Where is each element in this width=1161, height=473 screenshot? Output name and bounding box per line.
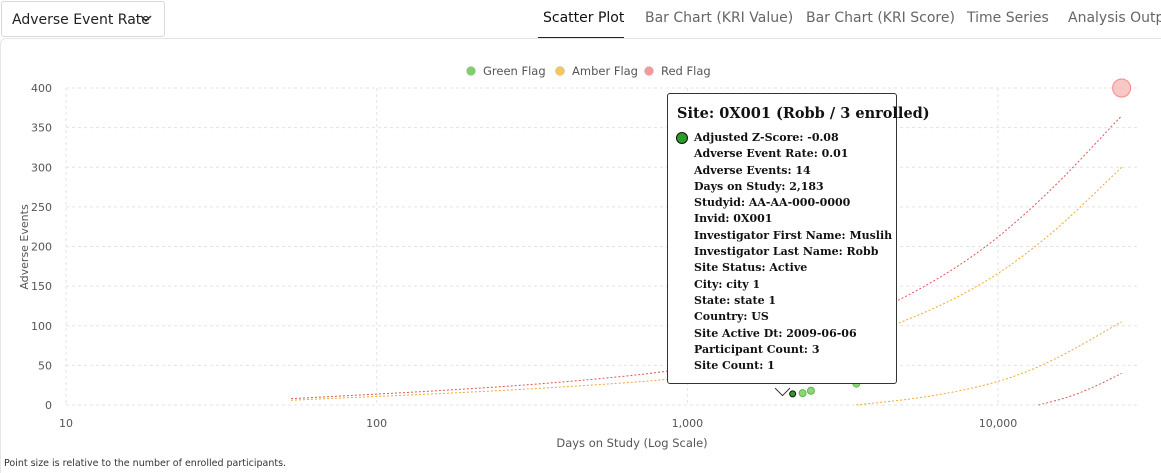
site-tooltip: Site: 0X001 (Robb / 3 enrolled) Adjusted…	[667, 93, 930, 384]
tooltip-line: Site Active Dt: 2009-06-06	[694, 326, 857, 340]
y-tick-label: 50	[38, 359, 52, 372]
y-tick-label: 350	[31, 122, 52, 135]
tooltip-details: Adjusted Z-Score: -0.08 Adverse Event Rat…	[694, 130, 892, 374]
legend-marker-green-flag	[466, 66, 476, 76]
threshold-lines	[290, 115, 1122, 406]
x-tick-label: 10,000	[979, 417, 1018, 430]
legend-label: Amber Flag	[572, 64, 638, 78]
red-threshold-line	[290, 115, 1122, 400]
tooltip-line: Studyid: AA-AA-000-0000	[694, 196, 851, 210]
green-flag-point	[789, 390, 797, 398]
x-tick-label: 10	[59, 417, 73, 430]
legend-label: Red Flag	[661, 64, 711, 78]
y-axis-label: Adverse Events	[18, 204, 31, 290]
tooltip-title: Site: 0X001 (Robb / 3 enrolled)	[677, 105, 930, 122]
y-tick-label: 300	[31, 161, 52, 174]
red-threshold-line	[1038, 372, 1122, 406]
tooltip-flag-dot	[676, 132, 688, 144]
tooltip-line: State: state 1	[694, 293, 777, 307]
tooltip-line: Site Status: Active	[694, 261, 808, 275]
metric-select-value: Adverse Event Rate	[12, 12, 150, 28]
tooltip-line: Days on Study: 2,183	[694, 179, 824, 193]
y-tick-label: 150	[31, 280, 52, 293]
tooltip-line: Participant Count: 3	[694, 342, 820, 356]
y-tick-label: 250	[31, 201, 52, 214]
metric-select[interactable]: Adverse Event Rate	[1, 1, 165, 37]
legend-label: Green Flag	[483, 64, 546, 78]
y-tick-label: 200	[31, 241, 52, 254]
tooltip-line: Investigator Last Name: Robb	[694, 245, 879, 259]
tab-time-series[interactable]: Time Series	[967, 10, 1049, 26]
tooltip-line: Adjusted Z-Score: -0.08	[694, 131, 839, 144]
x-tick-label: 1,000	[672, 417, 704, 430]
y-tick-label: 400	[31, 82, 52, 95]
red-flag-point	[1112, 78, 1132, 98]
tooltip-line: Country: US	[694, 310, 769, 324]
tab-scatter-plot[interactable]: Scatter Plot	[543, 10, 625, 26]
tooltip-line: Investigator First Name: Muslih	[694, 228, 893, 242]
legend-marker-amber-flag	[555, 66, 565, 76]
chart-panel	[0, 38, 1161, 473]
tooltip-line: Adverse Event Rate: 0.01	[694, 147, 849, 161]
green-flag-point	[798, 389, 807, 398]
chart-legend: Green Flag Amber Flag Red Flag	[466, 64, 711, 78]
tooltip-line: City: city 1	[694, 277, 761, 291]
tab-bar-chart-kri-score[interactable]: Bar Chart (KRI Score)	[806, 10, 955, 26]
tooltip-line: Adverse Events: 14	[694, 163, 811, 177]
amber-threshold-line	[290, 166, 1122, 401]
amber-threshold-line	[856, 321, 1122, 406]
tooltip-line: Invid: 0X001	[694, 212, 773, 226]
x-axis-label: Days on Study (Log Scale)	[556, 436, 707, 450]
legend-marker-red-flag	[644, 66, 654, 76]
chart-axes: 0 50 100 150 200 250 300 350 400 10 100 1,000 10,000	[31, 82, 1140, 430]
chevron-down-icon	[140, 15, 152, 23]
y-tick-label: 0	[45, 399, 52, 412]
chart-grid	[65, 87, 1140, 406]
y-tick-label: 100	[31, 320, 52, 333]
tab-analysis-output[interactable]: Analysis Output	[1068, 10, 1161, 26]
green-flag-point	[806, 386, 815, 395]
tooltip-line: Site Count: 1	[694, 359, 775, 373]
top-bar: Adverse Event Rate Scatter Plot Bar Char…	[0, 0, 1161, 40]
tab-bar-chart-kri-value[interactable]: Bar Chart (KRI Value)	[645, 10, 794, 26]
footnote: Point size is relative to the number of …	[4, 458, 287, 469]
x-tick-label: 100	[366, 417, 387, 430]
